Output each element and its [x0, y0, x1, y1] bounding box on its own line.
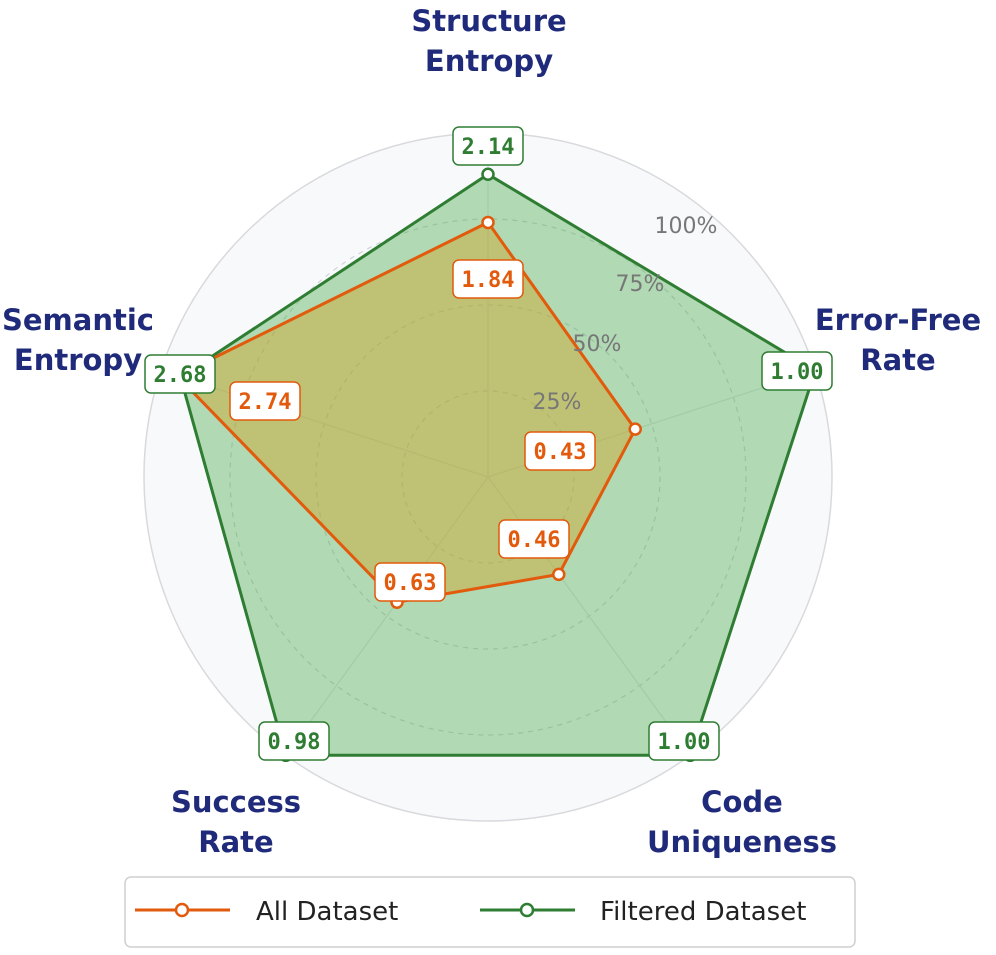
legend-label-all-dataset: All Dataset	[256, 897, 398, 927]
legend: All Dataset Filtered Dataset	[124, 876, 856, 948]
point-all-2	[628, 422, 642, 436]
value-label-filtered-5: 2.68	[154, 363, 207, 388]
value-label-box-all-5	[229, 381, 301, 421]
legend-marker-filtered-dataset	[519, 902, 535, 918]
series-area-filtered-dataset	[179, 172, 817, 757]
legend-box	[124, 876, 856, 948]
value-label-filtered-4: 0.98	[268, 730, 321, 755]
radial-tick-labels: 25% 50% 75% 100%	[533, 214, 718, 415]
radial-tick-label-4: 100%	[655, 214, 718, 239]
grid-spoke-4	[285, 476, 489, 756]
value-label-filtered-2: 1.00	[771, 360, 824, 385]
value-label-box-all-3	[498, 519, 570, 559]
axis-title-5: Semantic Entropy	[2, 303, 154, 377]
value-label-all-1: 1.84	[462, 268, 515, 293]
point-filtered-1	[481, 167, 495, 182]
value-label-box-all-2	[524, 431, 596, 471]
value-labels: 2.14 1.00 1.00 0.98 2.68 1.84 0.43 0.46 0.63 2.74	[144, 126, 833, 761]
axis-title-3: Code Uniqueness	[647, 785, 837, 859]
value-label-box-filtered-4	[258, 721, 330, 761]
series-area-all-dataset	[175, 220, 637, 604]
value-label-all-4: 0.63	[384, 571, 437, 596]
value-label-all-3: 0.46	[508, 528, 561, 553]
legend-marker-all-dataset	[174, 902, 190, 918]
radial-tick-label-2: 50%	[573, 332, 622, 357]
axis-title-4: Success Rate	[171, 785, 301, 859]
value-label-box-filtered-3	[648, 721, 720, 761]
value-label-box-filtered-2	[761, 351, 833, 391]
radar-grid	[143, 132, 833, 822]
value-label-filtered-3: 1.00	[658, 730, 711, 755]
value-label-filtered-1: 2.14	[462, 135, 515, 160]
value-label-box-all-1	[452, 259, 524, 299]
radial-tick-label-1: 25%	[533, 390, 582, 415]
value-label-box-filtered-5	[144, 354, 216, 394]
value-label-all-5: 2.74	[239, 390, 292, 415]
series-layer	[170, 167, 822, 763]
axis-title-2: Error-Free Rate	[815, 303, 981, 377]
point-all-1	[481, 215, 495, 230]
value-label-box-filtered-1	[452, 126, 524, 166]
axis-titles: Structure Entropy Error-Free Rate Code Unique…	[2, 4, 981, 859]
radial-tick-label-3: 75%	[616, 272, 665, 297]
point-all-3	[552, 567, 566, 582]
grid-ring-3	[229, 218, 747, 736]
value-label-box-all-4	[374, 562, 446, 602]
value-label-all-2: 0.43	[534, 440, 587, 465]
legend-label-filtered-dataset: Filtered Dataset	[600, 897, 806, 927]
axis-title-1: Structure Entropy	[411, 4, 566, 78]
